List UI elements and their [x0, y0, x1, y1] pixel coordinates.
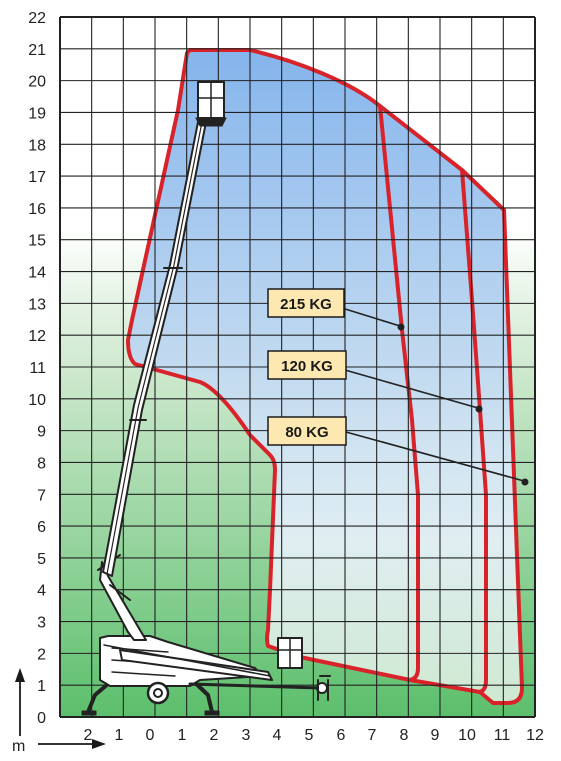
y-tick-label: 20: [28, 74, 46, 91]
grid: [59, 16, 536, 718]
y-tick-label: 9: [37, 424, 46, 441]
load-label-215kg: 215 KG: [267, 288, 345, 318]
x-tick-label: 10: [458, 727, 476, 744]
y-tick-label: 10: [28, 392, 46, 409]
axis-unit-label: m: [12, 738, 25, 755]
x-tick-label: 7: [368, 727, 377, 744]
x-tick-label: 4: [273, 727, 282, 744]
x-tick-label: 0: [146, 727, 155, 744]
axis-indicators: [15, 668, 106, 749]
y-tick-label: 13: [28, 296, 46, 313]
y-tick-label: 8: [37, 455, 46, 472]
y-tick-label: 14: [28, 265, 46, 282]
x-tick-label: 1: [115, 727, 124, 744]
x-tick-label: 12: [526, 727, 544, 744]
x-axis-ticks: 2 1 0 1 2 3 4 5 6 7 8 9 10 11 12: [84, 727, 544, 744]
load-label-80kg-text: 80 KG: [285, 424, 328, 441]
x-tick-label: 11: [494, 727, 511, 744]
aerial-lift-machine: [81, 81, 331, 716]
load-label-120kg-text: 120 KG: [281, 358, 333, 375]
y-tick-label: 7: [37, 487, 46, 504]
y-tick-label: 17: [28, 169, 46, 186]
x-tick-label: 8: [400, 727, 409, 744]
y-tick-label: 5: [37, 551, 46, 568]
load-label-80kg: 80 KG: [267, 416, 347, 446]
y-tick-label: 22: [28, 10, 46, 27]
x-tick-label: 3: [242, 727, 251, 744]
y-tick-label: 6: [37, 519, 46, 536]
y-tick-label: 19: [28, 105, 46, 122]
y-tick-label: 12: [28, 328, 46, 345]
load-callouts: 215 KG 120 KG 80 KG: [267, 288, 529, 486]
x-tick-label: 5: [305, 727, 314, 744]
y-tick-label: 3: [37, 615, 46, 632]
load-curve-215kg: [378, 105, 420, 682]
y-tick-label: 2: [37, 646, 46, 663]
y-tick-label: 21: [28, 42, 46, 59]
x-tick-label: 2: [84, 727, 93, 744]
x-tick-label: 6: [337, 727, 346, 744]
y-tick-label: 0: [37, 710, 46, 727]
y-tick-label: 1: [37, 678, 46, 695]
y-tick-label: 16: [28, 201, 46, 218]
y-tick-label: 4: [37, 583, 46, 600]
x-tick-label: 9: [431, 727, 440, 744]
y-tick-label: 11: [29, 360, 46, 377]
load-label-120kg: 120 KG: [267, 350, 347, 380]
x-tick-label: 1: [178, 727, 187, 744]
y-tick-label: 15: [28, 233, 46, 250]
y-tick-label: 18: [28, 137, 46, 154]
load-label-215kg-text: 215 KG: [280, 296, 332, 313]
x-tick-label: 2: [210, 727, 219, 744]
